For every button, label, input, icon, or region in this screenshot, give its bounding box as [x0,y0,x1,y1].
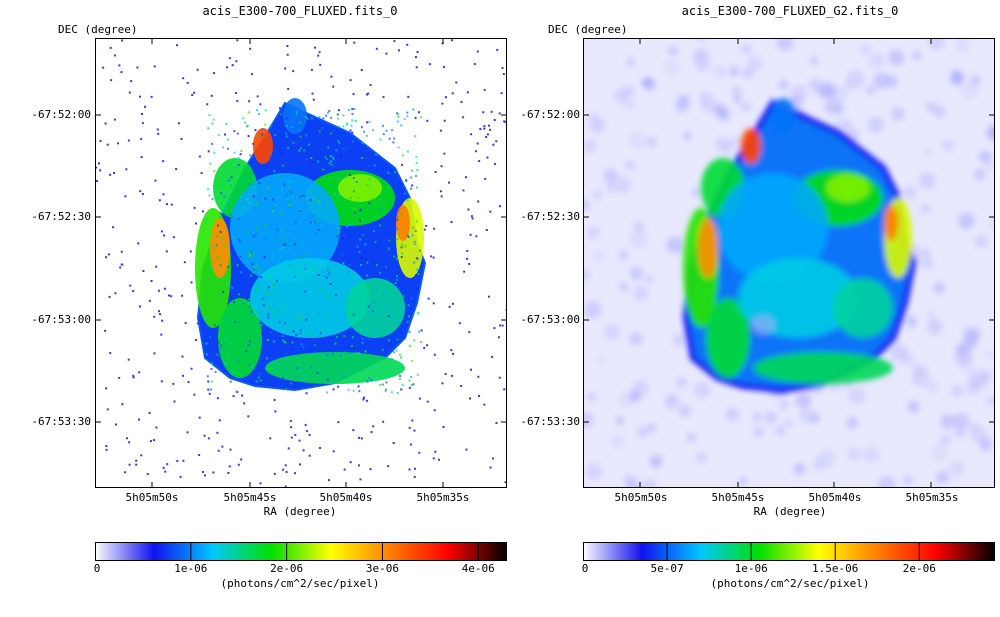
right-ytick-1: -67:52:30 [520,210,580,223]
remnant-emission [195,98,427,395]
right-title: acis_E300-700_FLUXED_G2.fits_0 [681,4,899,18]
colorbar-frame [583,542,995,561]
left-colorbar [95,542,507,561]
right-ytick-2: -67:53:00 [520,313,580,326]
colorbar-frame [95,542,507,561]
left-xtick-1: 5h05m45s [223,491,277,504]
colorbar-tick-label-0: 0 [93,562,101,575]
left-colorbar-label: (photons/cm^2/sec/pixel) [220,577,380,590]
colorbar-tick-label-0: 0 [581,562,589,575]
left-ytick-1: -67:52:30 [31,210,91,223]
left-ytick-0: -67:52:00 [31,108,91,121]
colorbar-tick-label-1: 1e-06 [174,562,208,575]
left-xlabel: RA (degree) [263,505,337,518]
colorbar-tick-label-1: 5e-07 [650,562,684,575]
right-ytick-3: -67:53:30 [520,415,580,428]
left-xtick-2: 5h05m40s [319,491,373,504]
colorbar-tick-label-3: 3e-06 [365,562,399,575]
right-xtick-0: 5h05m50s [614,491,668,504]
colorbar-gradient [95,542,507,561]
left-xtick-0: 5h05m50s [125,491,179,504]
right-xtick-1: 5h05m45s [711,491,765,504]
left-title: acis_E300-700_FLUXED.fits_0 [202,4,398,18]
colorbar-tick-label-3: 1.5e-06 [812,562,859,575]
left-ytick-2: -67:53:00 [31,313,91,326]
right-image-plot [583,38,995,488]
right-xlabel: RA (degree) [753,505,827,518]
left-ylabel: DEC (degree) [58,23,138,36]
colorbar-tick-label-4: 2e-06 [902,562,936,575]
right-xtick-3: 5h05m35s [905,491,959,504]
left-image-plot [95,38,507,488]
left-xtick-3: 5h05m35s [416,491,470,504]
colorbar-tick-label-2: 2e-06 [270,562,304,575]
plot-frame [95,38,507,488]
right-xtick-2: 5h05m40s [808,491,862,504]
colorbar-gradient [583,542,995,561]
colorbar-tick-label-4: 4e-06 [461,562,495,575]
right-ytick-0: -67:52:00 [520,108,580,121]
colorbar-tick-label-2: 1e-06 [734,562,768,575]
remnant-emission [682,98,917,394]
right-colorbar-label: (photons/cm^2/sec/pixel) [710,577,870,590]
plot-frame [583,38,995,488]
right-ylabel: DEC (degree) [548,23,628,36]
right-colorbar [583,542,995,561]
left-ytick-3: -67:53:30 [31,415,91,428]
